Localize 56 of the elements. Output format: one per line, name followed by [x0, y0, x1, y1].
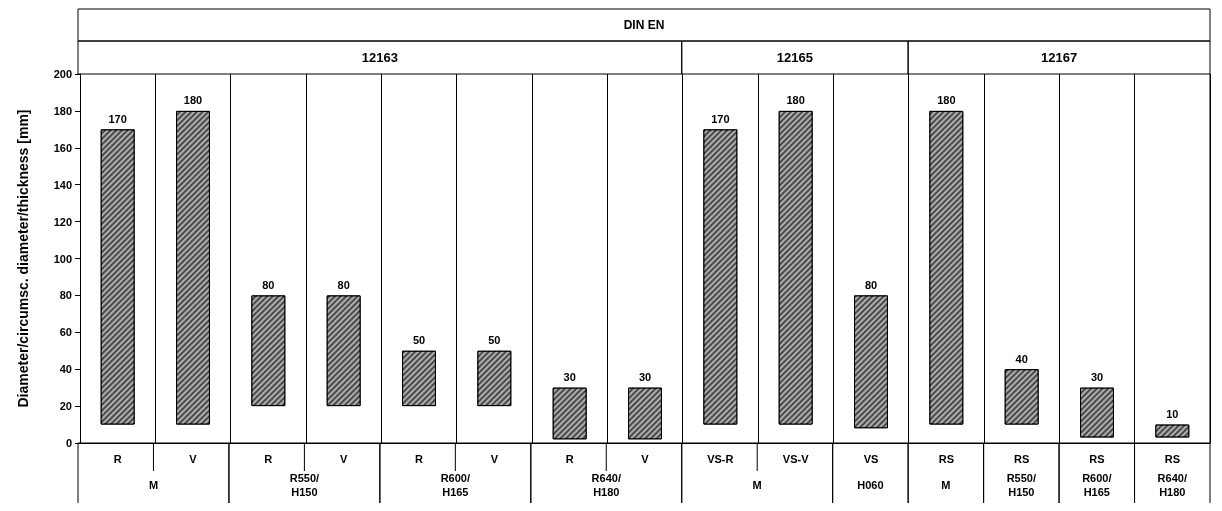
text: 12163: [361, 50, 398, 65]
text: 12165: [776, 50, 814, 65]
data-label: 10: [1166, 408, 1179, 421]
data-label: 180: [937, 94, 956, 107]
y-tick-label: 120: [53, 215, 72, 228]
text: R550/ H150: [1006, 472, 1037, 498]
data-label: 50: [412, 334, 426, 347]
y-tick-label: 60: [59, 326, 72, 339]
x-tick-label: V: [189, 452, 198, 465]
x-tick-label: RS: [1014, 452, 1030, 465]
data-label: 30: [1090, 371, 1104, 384]
y-tick-label: 160: [53, 141, 72, 154]
data-label: 180: [786, 94, 805, 107]
text: R600/ H165: [1082, 472, 1112, 498]
text: H060: [857, 479, 884, 491]
x-tick-label: RS: [1089, 452, 1105, 465]
text: R640/ H180: [1157, 472, 1187, 498]
text: M: [752, 479, 762, 491]
text: R600/ H165: [440, 472, 471, 498]
x-tick-label: V: [641, 452, 650, 465]
text: M: [148, 479, 159, 491]
x-tick-label: V: [490, 452, 499, 465]
x-tick-label: RS: [938, 452, 954, 465]
x-tick-label: VS-V: [782, 452, 810, 465]
data-label: 50: [488, 334, 501, 347]
data-label: 170: [711, 112, 730, 125]
y-tick-label: 140: [53, 178, 72, 191]
x-tick-label: R: [113, 452, 122, 465]
x-tick-label: V: [339, 452, 348, 465]
text: DIN EN: [623, 17, 665, 32]
x-tick-label: R: [565, 452, 574, 465]
text: 12167: [1040, 50, 1078, 65]
y-tick-label: 0: [65, 437, 72, 449]
data-label: 40: [1015, 352, 1028, 365]
text: R640/ H180: [591, 472, 621, 498]
x-tick-label: R: [264, 452, 273, 465]
x-tick-label: VS: [863, 452, 879, 465]
y-tick-label: 40: [59, 363, 72, 376]
text: R550/ H150: [289, 472, 320, 498]
data-label: 80: [262, 278, 275, 291]
y-axis-title: Diameter/circumsc. diameter/thickness [mm]: [15, 109, 31, 408]
text: M: [941, 479, 951, 491]
data-label: 80: [337, 278, 350, 291]
x-tick-label: VS-R: [707, 452, 734, 465]
data-label: 80: [864, 278, 878, 291]
data-label: 30: [638, 371, 652, 384]
y-tick-label: 100: [53, 252, 72, 265]
y-tick-label: 200: [53, 68, 72, 80]
data-label: 180: [183, 94, 203, 107]
y-tick-label: 80: [59, 289, 72, 302]
x-tick-label: R: [415, 452, 424, 465]
y-tick-label: 180: [53, 104, 72, 117]
data-label: 30: [563, 371, 576, 384]
data-label: 170: [108, 112, 127, 125]
y-tick-label: 20: [59, 400, 72, 413]
x-tick-label: RS: [1164, 452, 1180, 465]
